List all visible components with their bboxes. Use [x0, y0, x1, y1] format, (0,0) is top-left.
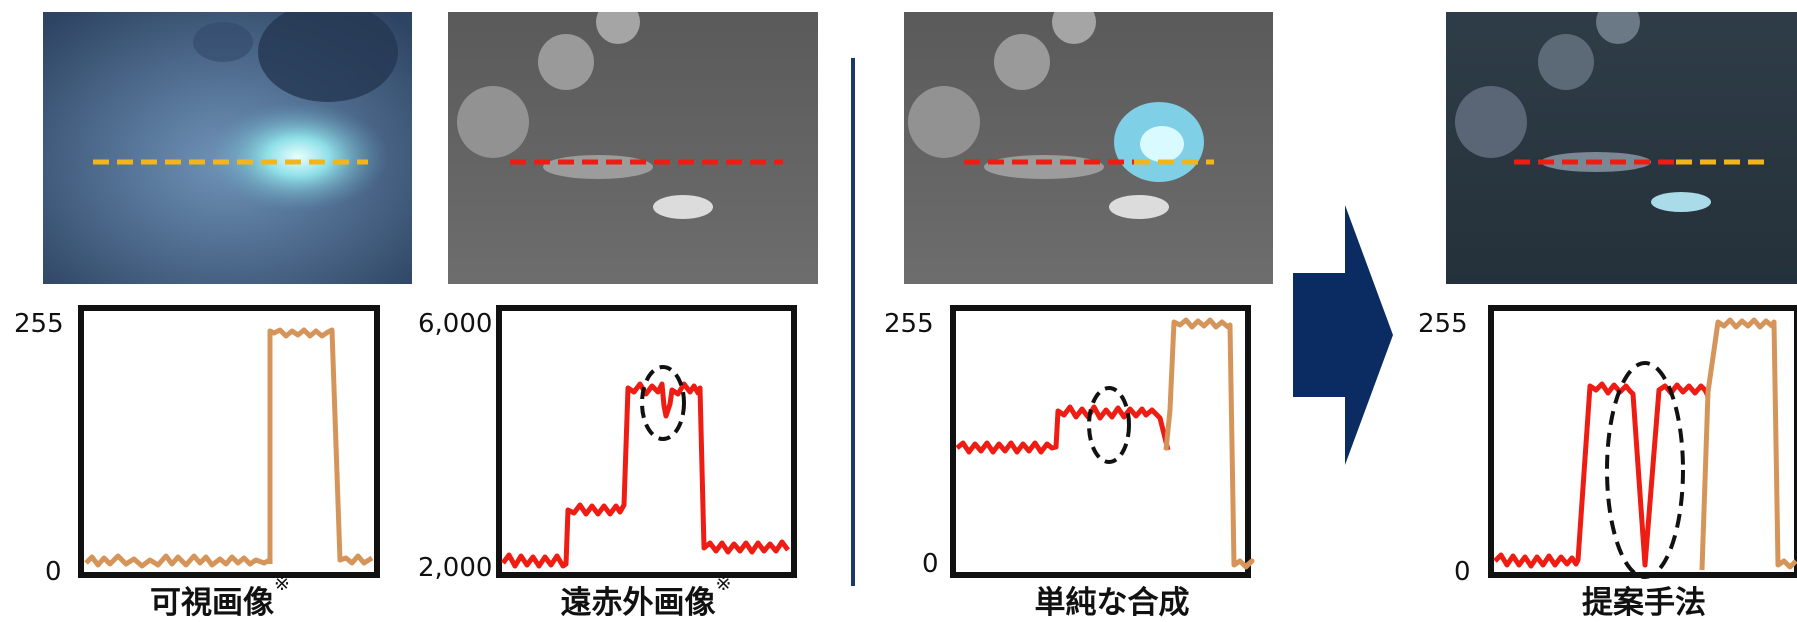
simple-fusion-visible-line [1163, 317, 1255, 570]
y-bottom-label: 2,000 [418, 553, 492, 583]
visible-photo [43, 12, 412, 284]
y-top-label: 255 [1418, 309, 1468, 339]
reference-mark: ※ [274, 573, 290, 595]
infrared-highlight-oval [640, 365, 686, 441]
plot-frame-infrared [496, 305, 797, 578]
section-divider [851, 58, 855, 586]
visible-series-line [84, 327, 374, 569]
caption-proposed-text: 提案手法 [1582, 585, 1706, 621]
proposed-highlight-oval [1605, 361, 1685, 579]
reference-mark: ※ [715, 573, 732, 595]
proposed-visible-line [1699, 317, 1797, 571]
caption-infrared: 遠赤外画像※ [560, 573, 732, 622]
caption-proposed: 提案手法 [1582, 577, 1706, 622]
y-top-label: 255 [884, 309, 934, 339]
y-bottom-label: 0 [45, 557, 62, 587]
simple-fusion-photo [904, 12, 1273, 284]
y-bottom-label: 0 [922, 549, 939, 579]
infrared-photo [448, 12, 818, 284]
caption-visible: 可視画像※ [150, 573, 290, 622]
infrared-series-line [501, 381, 790, 569]
plot-frame-visible [78, 305, 380, 578]
y-top-label: 255 [14, 309, 64, 339]
y-bottom-label: 0 [1454, 557, 1471, 587]
proposed-infrared-line [1493, 381, 1711, 569]
y-top-label: 6,000 [418, 309, 492, 339]
caption-visible-text: 可視画像 [150, 585, 275, 621]
simple-fusion-infrared-line [955, 404, 1171, 455]
plot-frame-simple-fusion [950, 305, 1251, 578]
fusion-highlight-oval [1087, 386, 1131, 464]
caption-simple-fusion: 単純な合成 [1035, 577, 1190, 622]
proposed-photo [1446, 12, 1797, 284]
caption-simple-fusion-text: 単純な合成 [1034, 585, 1190, 621]
caption-infrared-text: 遠赤外画像 [560, 585, 716, 621]
right-arrow-icon [1293, 205, 1393, 465]
